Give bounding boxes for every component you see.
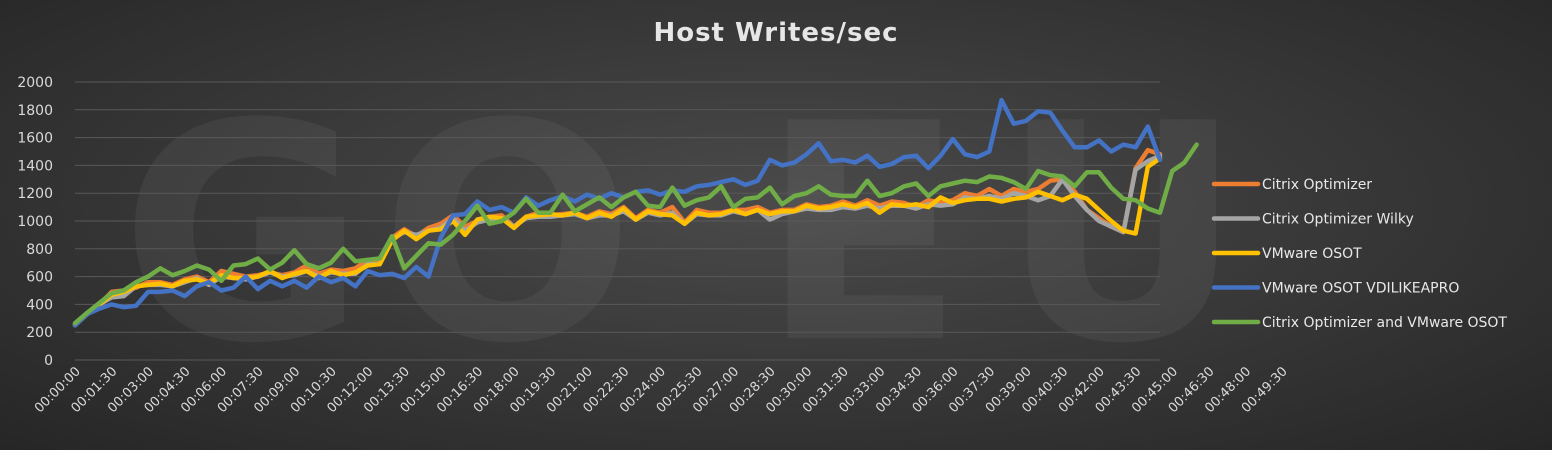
- watermark-e: E: [760, 60, 965, 409]
- series-lines: [72, 97, 1199, 328]
- y-axis-ticks: 0 200 400 600 800 1000 1200 1400 1600 1800 2000: [17, 75, 53, 369]
- y-tick-label: 1600: [17, 131, 53, 147]
- y-tick-label: 1400: [17, 158, 53, 174]
- y-tick-label: 200: [26, 325, 53, 341]
- y-tick-label: 1200: [17, 186, 53, 202]
- legend-label: Citrix Optimizer: [1262, 177, 1372, 193]
- series-line-4: [72, 97, 1163, 328]
- series-line-3: [72, 156, 1163, 328]
- series-line-5: [72, 142, 1199, 326]
- x-axis-ticks: 00:00:0000:01:3000:03:0000:04:3000:06:00…: [32, 364, 1291, 416]
- watermark-u: U: [1000, 60, 1244, 409]
- watermark-g: G: [120, 60, 367, 409]
- legend-label: VMware OSOT: [1262, 246, 1362, 262]
- y-tick-label: 1800: [17, 103, 53, 119]
- chart-title: Host Writes/sec: [653, 18, 899, 48]
- series-line-2: [72, 153, 1163, 327]
- y-tick-label: 0: [44, 353, 53, 369]
- legend-label: VMware OSOT VDILIKEAPRO: [1262, 281, 1459, 297]
- y-tick-label: 2000: [17, 75, 53, 91]
- y-tick-label: 400: [26, 297, 53, 313]
- y-tick-label: 1000: [17, 214, 53, 230]
- legend: Citrix Optimizer Citrix Optimizer Wilky VM…: [1211, 177, 1507, 331]
- y-tick-label: 600: [26, 270, 53, 286]
- legend-label: Citrix Optimizer and VMware OSOT: [1262, 315, 1507, 331]
- y-tick-label: 800: [26, 242, 53, 258]
- legend-label: Citrix Optimizer Wilky: [1262, 212, 1414, 228]
